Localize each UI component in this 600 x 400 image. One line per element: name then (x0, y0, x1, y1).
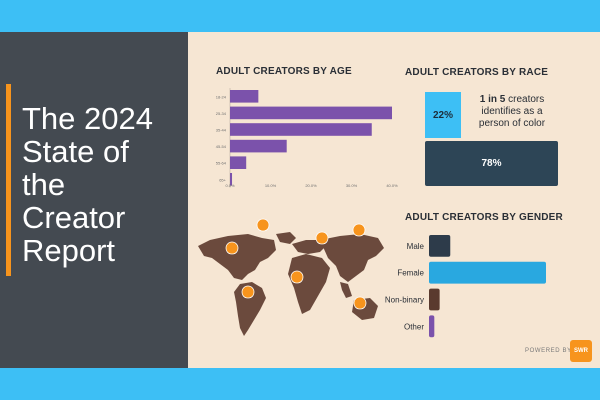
map-pin-icon (353, 296, 367, 310)
age-bar (230, 156, 247, 169)
top-band (0, 0, 600, 32)
age-tick-label: 65+ (219, 177, 226, 182)
age-x-tick-label: 10.0% (265, 183, 277, 188)
age-x-tick-label: 30.0% (346, 183, 358, 188)
race-bar-majority (425, 141, 558, 186)
age-tick-label: 18-24 (216, 94, 227, 99)
map-pin-icon (290, 270, 304, 284)
age-tick-label: 45-54 (216, 144, 227, 149)
powered-by-label: POWERED BY (525, 348, 572, 354)
gender-bar (429, 235, 451, 257)
continent-asia (320, 234, 384, 282)
age-tick-label: 55-64 (216, 161, 227, 166)
race-note: creators identifies as a person of color (478, 94, 546, 129)
swr-logo: SWR (570, 340, 592, 362)
age-x-tick-label: 20.0% (305, 183, 317, 188)
age-chart: 18-24 25-34 35-44 45-54 55-64 65+0.0% 10.0% 20.… (216, 88, 398, 188)
bottom-band (0, 368, 600, 400)
map-pin-icon (225, 241, 239, 255)
title-line: Creator (22, 200, 126, 235)
title-line: State of (22, 134, 129, 169)
race-highlight: 1 in 5 (479, 94, 506, 105)
world-map-illustration (198, 232, 384, 336)
age-bar (230, 106, 392, 120)
title-panel (0, 32, 188, 368)
map-pins (225, 218, 367, 310)
gender-chart-title: ADULT CREATORS BY GENDER (405, 212, 563, 223)
continent-africa (288, 254, 330, 314)
continent-north-america (198, 234, 276, 280)
gender-category-label: Male (407, 242, 425, 251)
race-bar-minority (425, 92, 461, 138)
continent-south-america (234, 282, 266, 336)
gender-chart: Male Female Non-binary Other (385, 235, 546, 338)
age-x-tick-label: 40.0% (386, 183, 398, 188)
title-accent-bar (6, 84, 11, 276)
gender-bar (429, 315, 435, 338)
age-x-tick-label: 0.0% (225, 183, 235, 188)
gender-category-label: Other (404, 322, 424, 331)
title-line: The 2024 (22, 101, 153, 136)
gender-category-label: Non-binary (385, 296, 424, 305)
continent-europe (292, 240, 326, 254)
race-callout: 1 in 5 creators identifies as a person o… (466, 94, 558, 130)
age-bar (230, 139, 287, 153)
gender-bar (429, 288, 440, 311)
map-pin-icon (241, 285, 255, 299)
age-chart-title: ADULT CREATORS BY AGE (216, 66, 352, 77)
race-label-minority: 22% (432, 110, 453, 121)
race-label-majority: 78% (481, 158, 502, 169)
age-bar (230, 90, 259, 103)
report-title: The 2024 State of the Creator Report (22, 102, 182, 267)
map-pin-icon (352, 223, 366, 237)
continent-greenland (276, 232, 296, 244)
map-pin-icon (315, 231, 329, 245)
gender-bar (429, 261, 546, 284)
age-bar (230, 123, 372, 136)
title-line: the (22, 167, 66, 202)
race-chart (425, 92, 558, 186)
map-pin-icon (256, 218, 270, 232)
age-tick-label: 35-44 (216, 128, 227, 133)
gender-category-label: Female (397, 269, 424, 278)
title-line: Report (22, 233, 116, 268)
age-bar (230, 173, 233, 186)
race-chart-title: ADULT CREATORS BY RACE (405, 67, 549, 78)
age-tick-label: 25-34 (216, 111, 227, 116)
continent-india (340, 282, 352, 298)
